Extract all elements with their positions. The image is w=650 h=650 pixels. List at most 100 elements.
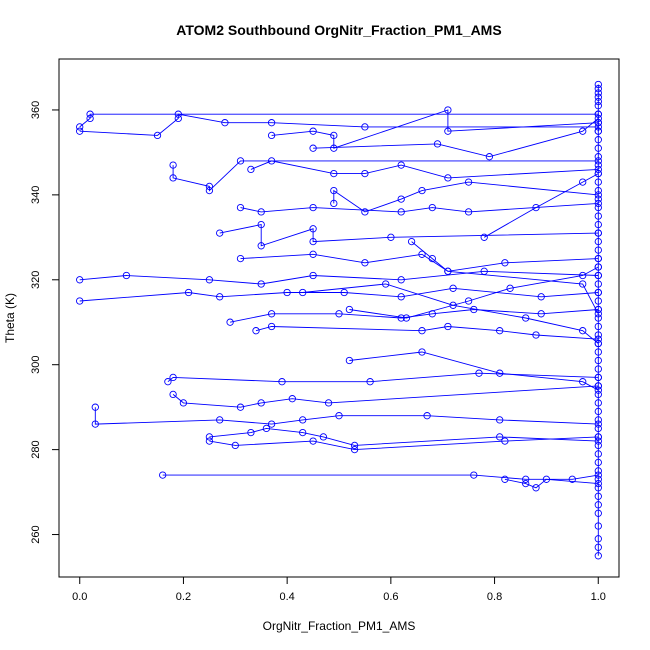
data-point bbox=[309, 237, 317, 246]
data-point bbox=[579, 378, 587, 386]
series-line bbox=[333, 181, 599, 213]
data-point bbox=[169, 161, 177, 169]
data-point bbox=[594, 271, 602, 280]
data-point bbox=[594, 305, 602, 314]
data-point bbox=[522, 479, 530, 488]
y-tick-label: 280 bbox=[30, 440, 42, 458]
data-point bbox=[594, 199, 602, 208]
data-point bbox=[361, 123, 369, 131]
data-point bbox=[594, 85, 602, 93]
data-point bbox=[594, 382, 602, 390]
data-point bbox=[506, 284, 514, 292]
series-line bbox=[250, 160, 599, 179]
data-point bbox=[594, 212, 602, 220]
data-point bbox=[485, 153, 494, 161]
data-point bbox=[496, 416, 504, 424]
data-point bbox=[594, 297, 602, 305]
data-point bbox=[579, 178, 587, 186]
data-point bbox=[594, 246, 602, 254]
series-line bbox=[209, 436, 599, 451]
data-point bbox=[267, 420, 276, 428]
x-axis-label: OrgNitr_Fraction_PM1_AMS bbox=[263, 619, 416, 633]
data-point bbox=[594, 433, 602, 441]
data-point bbox=[594, 288, 602, 297]
data-point bbox=[470, 471, 478, 479]
data-point bbox=[169, 373, 177, 382]
data-point bbox=[594, 501, 602, 509]
data-point bbox=[532, 203, 540, 212]
data-point bbox=[164, 378, 172, 386]
y-tick-label: 320 bbox=[30, 271, 42, 289]
data-point bbox=[496, 327, 504, 335]
data-point bbox=[594, 237, 602, 246]
x-tick-label: 0.4 bbox=[279, 591, 294, 603]
data-points bbox=[76, 80, 602, 560]
data-point bbox=[464, 297, 473, 305]
data-point bbox=[579, 127, 587, 135]
series-line bbox=[79, 270, 599, 285]
data-point bbox=[257, 399, 265, 407]
data-point bbox=[444, 106, 452, 114]
data-point bbox=[397, 314, 405, 322]
data-point bbox=[205, 186, 214, 195]
x-tick-label: 0.2 bbox=[176, 591, 191, 603]
data-point bbox=[179, 399, 188, 407]
data-point bbox=[594, 424, 602, 433]
data-point bbox=[594, 161, 602, 169]
data-point bbox=[449, 301, 457, 309]
data-point bbox=[350, 441, 359, 450]
data-point bbox=[247, 428, 255, 437]
data-point bbox=[330, 186, 338, 195]
data-point bbox=[594, 220, 602, 229]
data-point bbox=[382, 280, 390, 288]
data-point bbox=[594, 153, 602, 161]
data-point bbox=[594, 373, 602, 382]
data-point bbox=[397, 208, 405, 216]
data-point bbox=[501, 437, 509, 445]
data-point bbox=[345, 356, 354, 365]
data-point bbox=[361, 259, 369, 267]
data-point bbox=[594, 399, 602, 407]
data-point bbox=[594, 80, 602, 89]
data-point bbox=[252, 327, 260, 335]
data-point bbox=[174, 114, 182, 123]
data-point bbox=[522, 314, 530, 322]
data-point bbox=[594, 157, 602, 165]
y-tick-label: 360 bbox=[30, 101, 42, 119]
data-point bbox=[397, 293, 405, 301]
data-point bbox=[205, 182, 214, 191]
data-point bbox=[579, 280, 587, 288]
data-point bbox=[340, 288, 348, 297]
data-point bbox=[361, 208, 369, 216]
series-line bbox=[230, 309, 599, 323]
data-point bbox=[205, 276, 214, 284]
data-point bbox=[205, 437, 214, 445]
data-point bbox=[464, 208, 473, 216]
data-point bbox=[299, 288, 307, 297]
series-line bbox=[271, 109, 599, 149]
data-point bbox=[169, 174, 177, 182]
data-point bbox=[496, 369, 504, 377]
data-point bbox=[594, 127, 602, 135]
data-point bbox=[159, 471, 167, 479]
data-point bbox=[594, 119, 602, 127]
data-point bbox=[594, 97, 602, 106]
data-point bbox=[444, 267, 452, 275]
data-point bbox=[221, 119, 229, 127]
x-tick-label: 1.0 bbox=[591, 591, 606, 603]
plot-frame bbox=[58, 58, 620, 578]
data-point bbox=[594, 186, 602, 195]
data-point bbox=[76, 127, 84, 135]
data-point bbox=[594, 195, 602, 203]
y-axis: 260 280 300 320 340 360 bbox=[30, 101, 60, 544]
data-point bbox=[309, 203, 317, 212]
data-point bbox=[361, 169, 369, 178]
data-point bbox=[76, 123, 84, 131]
data-point bbox=[418, 186, 426, 195]
data-point bbox=[594, 169, 602, 178]
data-point bbox=[309, 437, 317, 445]
data-point bbox=[594, 356, 602, 365]
data-point bbox=[184, 288, 193, 297]
data-point bbox=[153, 131, 162, 140]
data-point bbox=[594, 348, 602, 356]
